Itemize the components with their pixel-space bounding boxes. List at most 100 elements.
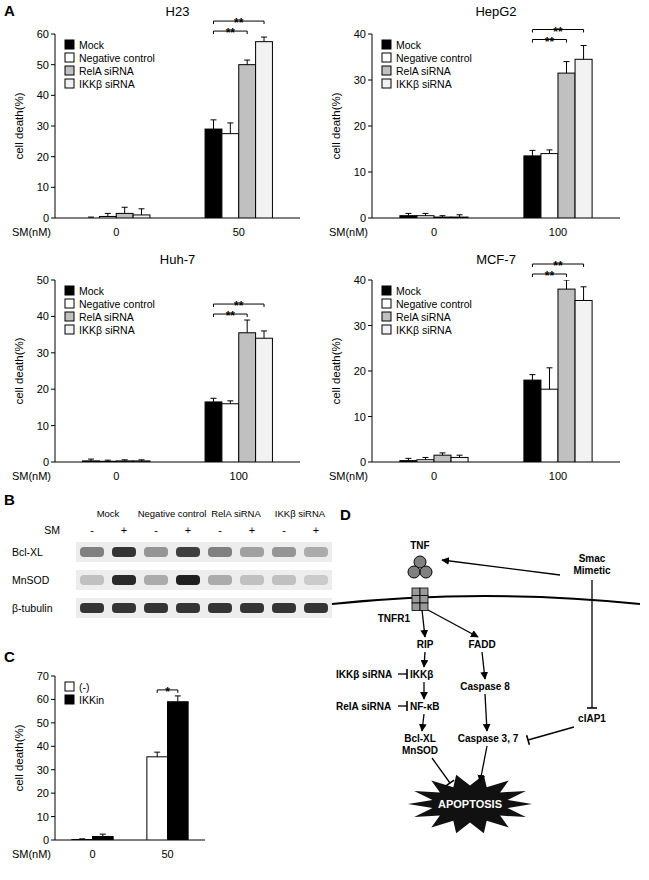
band (208, 575, 232, 585)
row-label: MnSOD (12, 574, 50, 586)
arrow (422, 714, 424, 731)
y-tick-label: 40 (354, 28, 366, 40)
band (304, 575, 328, 585)
bar (133, 215, 150, 218)
y-tick-label: 10 (37, 181, 49, 193)
legend-swatch (382, 325, 391, 334)
legend: MockNegative controlRelA siRNAIKKβ siRNA (65, 285, 155, 336)
error-cap (546, 149, 552, 150)
band (240, 603, 264, 613)
bar (99, 216, 116, 218)
x-axis-label: SM(nM) (12, 470, 51, 482)
chart-title: Huh-7 (160, 252, 195, 267)
error-bar (440, 216, 446, 217)
error-cap (105, 460, 111, 461)
error-cap (175, 695, 181, 696)
legend-swatch (382, 66, 391, 75)
y-tick-label: 40 (37, 310, 49, 322)
x-axis-label: SM(nM) (12, 226, 51, 238)
y-tick (51, 352, 55, 353)
error-cap (210, 119, 216, 120)
node-label: RIP (417, 639, 434, 650)
inhibition-bar (446, 780, 454, 786)
y-tick (51, 64, 55, 65)
error-cap (581, 45, 587, 46)
y-tick (51, 34, 55, 35)
bar (417, 460, 434, 462)
error-cap (244, 60, 250, 61)
error-stem (264, 37, 265, 42)
y-axis-label: cell death(%) (13, 337, 25, 404)
bar (205, 129, 222, 218)
y-tick-label: 10 (354, 411, 366, 423)
band (144, 603, 168, 613)
node-label: Caspase 3, 7 (458, 733, 519, 744)
y-tick-label: 30 (354, 320, 366, 332)
error-bar (244, 60, 250, 65)
chart: 010203040506070cell death(%)SM(nM)050(-)… (12, 670, 205, 860)
y-axis-label: cell death(%) (13, 92, 25, 159)
legend: MockNegative controlRelA siRNAIKKβ siRNA (65, 39, 155, 90)
y-tick (368, 80, 372, 81)
panel-label: C (4, 648, 15, 665)
band (176, 603, 200, 613)
y-tick-label: 30 (354, 74, 366, 86)
y-tick-label: 0 (360, 212, 366, 224)
node-label: cIAP1 (578, 713, 606, 724)
inhibition-bar (406, 669, 408, 679)
legend-label: Negative control (79, 52, 155, 64)
error-stem (566, 280, 567, 289)
y-axis-label: cell death(%) (330, 92, 342, 159)
y-tick (51, 187, 55, 188)
legend-swatch (65, 325, 74, 334)
node-label: MnSOD (402, 745, 438, 756)
western-blot: MockNegative controlRelA siRNAIKKβ siRNA… (12, 508, 332, 618)
error-cap (154, 752, 160, 753)
error-cap (227, 400, 233, 401)
error-bar (227, 401, 233, 404)
y-tick-label: 40 (37, 89, 49, 101)
legend-swatch (382, 79, 391, 88)
x-tick-label: 50 (233, 226, 245, 238)
receptor (420, 603, 428, 611)
error-cap (405, 458, 411, 459)
node-label: RelA siRNA (336, 701, 391, 712)
bar (541, 389, 558, 462)
connector (528, 727, 574, 740)
error-bar (564, 280, 570, 289)
x-tick-label: 0 (113, 470, 119, 482)
bar (524, 380, 541, 462)
y-tick-label: 50 (37, 274, 49, 286)
lane-group-label: RelA siRNA (211, 508, 261, 519)
x-tick-label: 0 (431, 226, 437, 238)
node-label: Mimetic (573, 565, 611, 576)
y-tick-label: 0 (43, 456, 49, 468)
error-bar (210, 120, 216, 129)
error-bar (261, 331, 267, 338)
y-tick (51, 156, 55, 157)
arrow (428, 610, 478, 637)
error-cap (88, 459, 94, 460)
error-stem (583, 46, 584, 60)
error-cap (564, 61, 570, 62)
connector (432, 758, 450, 783)
blot-strip (76, 570, 332, 590)
significance-label: ** (553, 259, 563, 273)
error-bar (546, 368, 552, 389)
error-stem (532, 375, 533, 380)
error-cap (261, 37, 267, 38)
band (112, 575, 136, 585)
error-bar (139, 209, 145, 215)
legend-swatch (382, 53, 391, 62)
legend-label: RelA siRNA (79, 65, 134, 77)
error-cap (422, 213, 428, 214)
legend-swatch (65, 695, 74, 704)
bar (93, 836, 114, 840)
error-bar (405, 213, 411, 215)
error-cap (564, 280, 570, 281)
y-tick (51, 746, 55, 747)
ligand (420, 566, 432, 578)
x-tick-label: 100 (549, 470, 567, 482)
node-label: TNF (410, 540, 429, 551)
arrow (482, 652, 485, 679)
